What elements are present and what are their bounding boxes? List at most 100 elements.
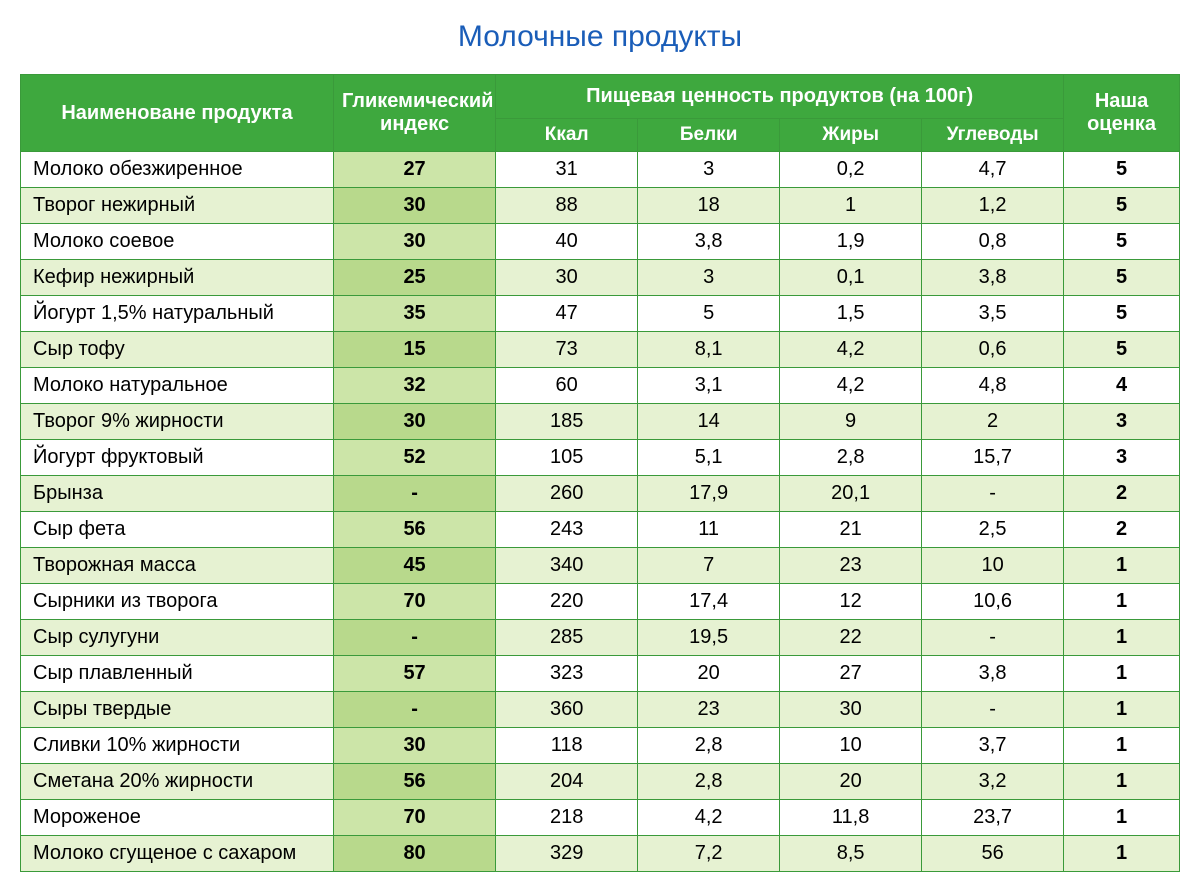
cell-product-name: Сливки 10% жирности xyxy=(21,728,334,764)
cell-fat: 20,1 xyxy=(780,476,922,512)
cell-glycemic-index: 30 xyxy=(333,404,495,440)
cell-protein: 11 xyxy=(638,512,780,548)
cell-rating: 1 xyxy=(1064,764,1180,800)
cell-protein: 20 xyxy=(638,656,780,692)
cell-fat: 11,8 xyxy=(780,800,922,836)
cell-carbs: - xyxy=(922,692,1064,728)
cell-product-name: Мороженое xyxy=(21,800,334,836)
cell-protein: 17,4 xyxy=(638,584,780,620)
cell-fat: 4,2 xyxy=(780,368,922,404)
cell-kcal: 218 xyxy=(496,800,638,836)
header-fat: Жиры xyxy=(780,119,922,152)
cell-carbs: 3,8 xyxy=(922,656,1064,692)
cell-rating: 5 xyxy=(1064,296,1180,332)
cell-product-name: Сыр тофу xyxy=(21,332,334,368)
cell-carbs: 3,8 xyxy=(922,260,1064,296)
cell-kcal: 31 xyxy=(496,152,638,188)
cell-protein: 2,8 xyxy=(638,728,780,764)
table-row: Творожная масса45340723101 xyxy=(21,548,1180,584)
table-row: Йогурт 1,5% натуральный354751,53,55 xyxy=(21,296,1180,332)
cell-glycemic-index: 35 xyxy=(333,296,495,332)
cell-product-name: Творожная масса xyxy=(21,548,334,584)
cell-rating: 2 xyxy=(1064,512,1180,548)
cell-glycemic-index: 56 xyxy=(333,764,495,800)
cell-rating: 4 xyxy=(1064,368,1180,404)
cell-carbs: 4,7 xyxy=(922,152,1064,188)
cell-rating: 1 xyxy=(1064,800,1180,836)
header-glycemic-index: Гликемический индекс xyxy=(333,75,495,152)
cell-product-name: Йогурт фруктовый xyxy=(21,440,334,476)
cell-protein: 8,1 xyxy=(638,332,780,368)
cell-fat: 21 xyxy=(780,512,922,548)
cell-protein: 3 xyxy=(638,152,780,188)
cell-kcal: 243 xyxy=(496,512,638,548)
cell-product-name: Сыр фета xyxy=(21,512,334,548)
cell-fat: 1,9 xyxy=(780,224,922,260)
header-protein: Белки xyxy=(638,119,780,152)
cell-product-name: Йогурт 1,5% натуральный xyxy=(21,296,334,332)
table-row: Сливки 10% жирности301182,8103,71 xyxy=(21,728,1180,764)
header-kcal: Ккал xyxy=(496,119,638,152)
cell-rating: 5 xyxy=(1064,224,1180,260)
table-row: Йогурт фруктовый521055,12,815,73 xyxy=(21,440,1180,476)
cell-product-name: Кефир нежирный xyxy=(21,260,334,296)
cell-product-name: Молоко сгущеное с сахаром xyxy=(21,836,334,872)
cell-glycemic-index: 70 xyxy=(333,584,495,620)
cell-carbs: 3,5 xyxy=(922,296,1064,332)
cell-kcal: 360 xyxy=(496,692,638,728)
cell-rating: 1 xyxy=(1064,836,1180,872)
cell-kcal: 40 xyxy=(496,224,638,260)
cell-protein: 17,9 xyxy=(638,476,780,512)
cell-fat: 27 xyxy=(780,656,922,692)
cell-carbs: 3,2 xyxy=(922,764,1064,800)
cell-rating: 1 xyxy=(1064,620,1180,656)
cell-carbs: - xyxy=(922,620,1064,656)
cell-carbs: 1,2 xyxy=(922,188,1064,224)
cell-carbs: 2,5 xyxy=(922,512,1064,548)
cell-glycemic-index: 70 xyxy=(333,800,495,836)
cell-glycemic-index: - xyxy=(333,620,495,656)
page-title: Молочные продукты xyxy=(20,20,1180,54)
cell-rating: 1 xyxy=(1064,728,1180,764)
cell-rating: 1 xyxy=(1064,692,1180,728)
cell-carbs: 0,6 xyxy=(922,332,1064,368)
cell-product-name: Сыр плавленный xyxy=(21,656,334,692)
cell-rating: 5 xyxy=(1064,152,1180,188)
cell-protein: 5,1 xyxy=(638,440,780,476)
cell-protein: 4,2 xyxy=(638,800,780,836)
cell-fat: 23 xyxy=(780,548,922,584)
cell-product-name: Молоко натуральное xyxy=(21,368,334,404)
cell-glycemic-index: - xyxy=(333,692,495,728)
cell-glycemic-index: - xyxy=(333,476,495,512)
cell-carbs: 23,7 xyxy=(922,800,1064,836)
table-row: Сырники из творога7022017,41210,61 xyxy=(21,584,1180,620)
cell-fat: 1,5 xyxy=(780,296,922,332)
cell-glycemic-index: 32 xyxy=(333,368,495,404)
cell-product-name: Творог нежирный xyxy=(21,188,334,224)
table-row: Сыр сулугуни-28519,522-1 xyxy=(21,620,1180,656)
cell-kcal: 185 xyxy=(496,404,638,440)
cell-carbs: 56 xyxy=(922,836,1064,872)
header-nutritional-value: Пищевая ценность продуктов (на 100г) xyxy=(496,75,1064,119)
cell-fat: 0,2 xyxy=(780,152,922,188)
cell-fat: 0,1 xyxy=(780,260,922,296)
cell-fat: 10 xyxy=(780,728,922,764)
cell-protein: 19,5 xyxy=(638,620,780,656)
cell-glycemic-index: 45 xyxy=(333,548,495,584)
cell-product-name: Сыры твердые xyxy=(21,692,334,728)
cell-rating: 3 xyxy=(1064,440,1180,476)
cell-product-name: Брынза xyxy=(21,476,334,512)
cell-product-name: Молоко обезжиренное xyxy=(21,152,334,188)
cell-product-name: Сыр сулугуни xyxy=(21,620,334,656)
cell-kcal: 47 xyxy=(496,296,638,332)
table-row: Сметана 20% жирности562042,8203,21 xyxy=(21,764,1180,800)
cell-glycemic-index: 25 xyxy=(333,260,495,296)
header-rating: Наша оценка xyxy=(1064,75,1180,152)
cell-kcal: 285 xyxy=(496,620,638,656)
cell-fat: 20 xyxy=(780,764,922,800)
cell-product-name: Сырники из творога xyxy=(21,584,334,620)
table-row: Творог 9% жирности3018514923 xyxy=(21,404,1180,440)
cell-glycemic-index: 27 xyxy=(333,152,495,188)
cell-rating: 1 xyxy=(1064,656,1180,692)
cell-carbs: 15,7 xyxy=(922,440,1064,476)
